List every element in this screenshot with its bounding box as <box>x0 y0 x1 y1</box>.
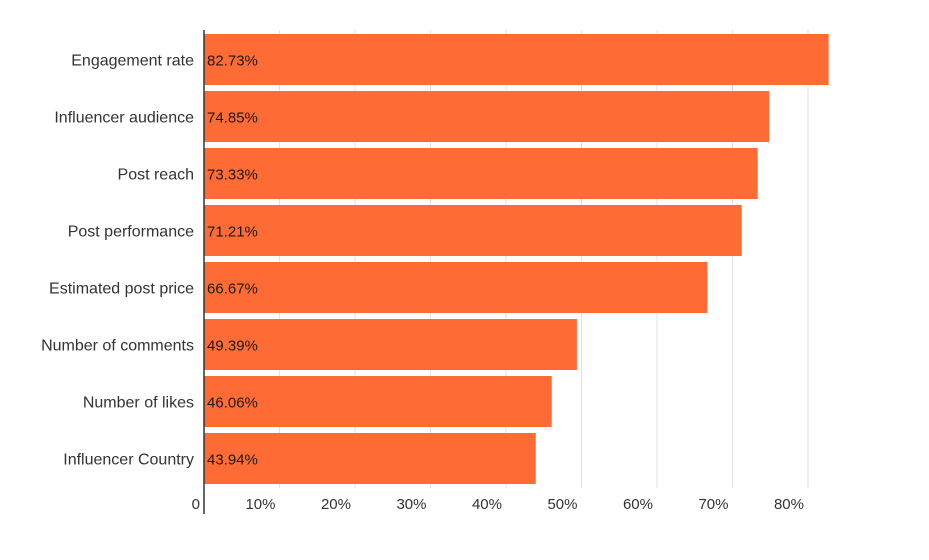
category-label: Number of likes <box>83 395 194 412</box>
bar <box>204 91 770 142</box>
x-tick-label: 60% <box>623 496 653 513</box>
x-tick-label: 10% <box>245 496 275 513</box>
bar <box>204 376 552 427</box>
data-labels: 82.73% 74.85% 73.33% 71.21% 66.67% 49.39% 46.0… <box>207 53 258 469</box>
x-tick-label: 70% <box>698 496 728 513</box>
category-label: Influencer audience <box>54 110 194 127</box>
x-axis-ticks: 0 10% 20% 30% 40% 50% 60% 70% 80% <box>192 496 804 513</box>
category-label: Number of comments <box>41 338 194 355</box>
data-label: 43.94% <box>207 452 258 469</box>
data-label: 49.39% <box>207 338 258 355</box>
data-label: 82.73% <box>207 53 258 70</box>
bar <box>204 262 708 313</box>
category-label: Post reach <box>118 167 194 184</box>
bar <box>204 148 758 199</box>
data-label: 74.85% <box>207 110 258 127</box>
category-labels: Engagement rate Influencer audience Post r… <box>41 53 194 469</box>
category-label: Influencer Country <box>63 452 194 469</box>
bar <box>204 319 577 370</box>
data-label: 46.06% <box>207 395 258 412</box>
bar <box>204 433 536 484</box>
x-tick-label: 50% <box>547 496 577 513</box>
data-label: 71.21% <box>207 224 258 241</box>
category-label: Engagement rate <box>71 53 194 70</box>
bars <box>204 34 829 484</box>
x-tick-label: 40% <box>472 496 502 513</box>
x-tick-label: 30% <box>396 496 426 513</box>
x-tick-label: 0 <box>192 496 200 513</box>
x-tick-label: 20% <box>321 496 351 513</box>
bar <box>204 34 829 85</box>
data-label: 66.67% <box>207 281 258 298</box>
category-label: Estimated post price <box>49 281 194 298</box>
category-label: Post performance <box>68 224 194 241</box>
data-label: 73.33% <box>207 167 258 184</box>
bar <box>204 205 742 256</box>
x-tick-label: 80% <box>774 496 804 513</box>
